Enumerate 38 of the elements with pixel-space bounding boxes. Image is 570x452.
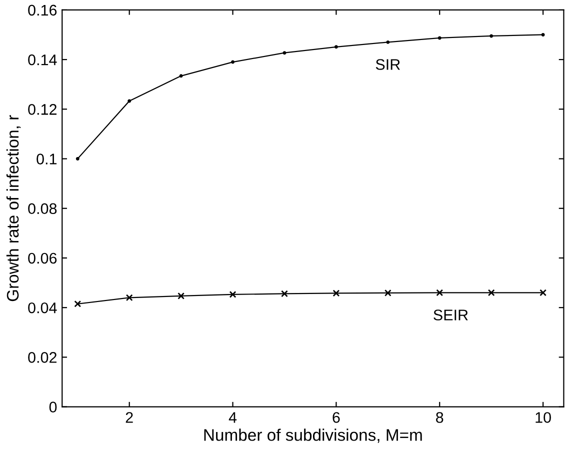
y-axis-title: Growth rate of infection, r [6, 115, 21, 302]
point [281, 290, 288, 298]
point [74, 300, 82, 308]
point [76, 157, 80, 160]
point [126, 294, 133, 302]
point [231, 60, 235, 64]
point [490, 34, 494, 38]
y-tick-label: 0.04 [28, 302, 57, 314]
point [229, 290, 236, 298]
y-tick-label: 0 [49, 402, 57, 412]
x-tick-label: 10 [536, 412, 551, 423]
y-tick-label: 0.08 [28, 203, 57, 214]
series-label: SEIR [434, 310, 468, 320]
y-tick-label: 0.02 [28, 352, 57, 363]
point [282, 51, 286, 55]
x-tick-label: 6 [332, 412, 340, 423]
y-tick-label: 0.16 [28, 4, 57, 16]
x-axis-title: Number of subdivisions, M=m [204, 428, 422, 443]
point [488, 289, 495, 296]
point [128, 99, 132, 103]
x-tick-label: 8 [436, 412, 444, 423]
point [540, 289, 547, 296]
y-tick-label: 0.06 [28, 252, 57, 264]
point [384, 289, 392, 296]
y-tick-label: 0.14 [28, 54, 57, 66]
y-tick-label: 0.12 [28, 104, 57, 115]
y-tick-label: 0.1 [36, 154, 57, 164]
x-tick-label: 4 [228, 412, 237, 423]
point [541, 33, 545, 36]
point [332, 290, 340, 297]
point [386, 40, 390, 44]
point [438, 36, 442, 40]
point [179, 74, 183, 78]
point [178, 292, 185, 300]
series-label: SIR [376, 59, 400, 70]
x-tick-label: 2 [126, 412, 133, 423]
point [334, 45, 338, 49]
point [436, 289, 444, 296]
